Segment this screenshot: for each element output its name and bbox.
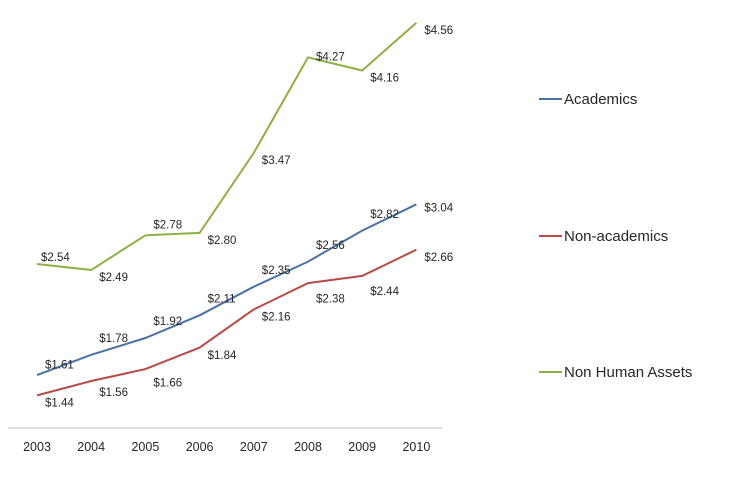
data-label-non-academics: $2.44: [370, 286, 399, 298]
data-label-non-academics: $2.16: [262, 312, 291, 324]
x-tick-label: 2010: [402, 440, 430, 454]
legend-label: Non-academics: [564, 228, 668, 245]
x-tick-label: 2003: [23, 440, 51, 454]
data-label-non-human-assets: $3.47: [262, 155, 291, 167]
data-label-non-academics: $1.56: [99, 387, 128, 399]
data-label-academics: $2.11: [208, 294, 236, 306]
data-label-non-academics: $1.66: [153, 377, 182, 389]
data-label-non-human-assets: $2.54: [41, 252, 70, 264]
data-label-non-human-assets: $2.80: [208, 235, 237, 247]
data-label-academics: $1.92: [153, 316, 182, 328]
data-label-non-human-assets: $2.49: [99, 272, 128, 284]
series-layer: [36, 21, 418, 397]
x-tick-label: 2008: [294, 440, 322, 454]
legend: Academics Non-academics Non Human Assets: [539, 91, 692, 381]
series-line-academics: [36, 203, 417, 377]
legend-label: Non Human Assets: [564, 364, 692, 381]
data-labels-layer: $1.61 $1.78 $1.92 $2.11 $2.35 $2.56 $2.82 $3.04…: [41, 25, 454, 410]
legend-item: Non-academics: [539, 228, 668, 245]
series-line-non-academics: [36, 248, 417, 397]
data-label-academics: $2.82: [370, 209, 399, 221]
data-label-non-human-assets: $2.78: [153, 220, 182, 232]
data-label-academics: $1.78: [99, 333, 128, 345]
x-tick-label: 2006: [186, 440, 214, 454]
x-tick-label: 2007: [240, 440, 268, 454]
data-label-non-human-assets: $4.27: [316, 52, 345, 64]
data-label-academics: $2.35: [262, 265, 291, 277]
data-label-non-human-assets: $4.16: [370, 73, 399, 85]
data-label-non-human-assets: $4.56: [424, 25, 453, 37]
legend-label: Academics: [564, 91, 637, 108]
data-label-academics: $1.61: [45, 359, 74, 371]
data-label-academics: $3.04: [424, 203, 453, 215]
legend-item: Non Human Assets: [539, 364, 692, 381]
data-label-non-academics: $2.66: [424, 252, 453, 264]
x-tick-label: 2005: [131, 440, 159, 454]
legend-item: Academics: [539, 91, 637, 108]
data-label-non-academics: $1.84: [208, 350, 237, 362]
data-label-academics: $2.56: [316, 240, 345, 252]
x-tick-label: 2004: [77, 440, 105, 454]
data-label-non-academics: $2.38: [316, 293, 345, 305]
x-tick-label: 2009: [348, 440, 376, 454]
x-tick-labels: 2003 2004 2005 2006 2007 2008 2009 2010: [23, 440, 430, 454]
series-line-non-human-assets: [36, 21, 418, 272]
data-label-non-academics: $1.44: [45, 398, 74, 410]
